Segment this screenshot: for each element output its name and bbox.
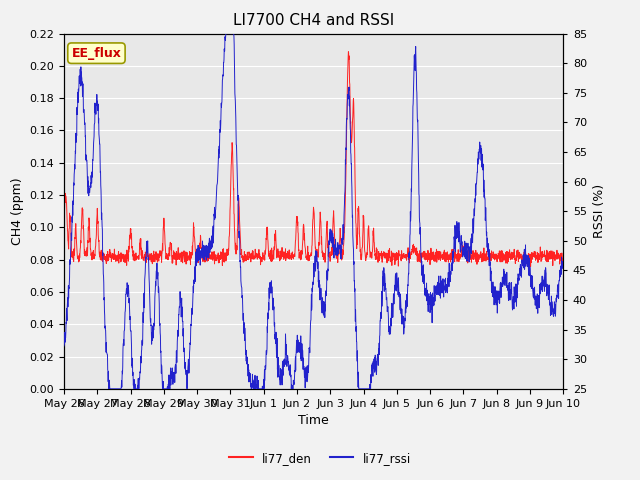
Y-axis label: CH4 (ppm): CH4 (ppm) — [11, 178, 24, 245]
Title: LI7700 CH4 and RSSI: LI7700 CH4 and RSSI — [233, 13, 394, 28]
X-axis label: Time: Time — [298, 414, 329, 427]
Legend: li77_den, li77_rssi: li77_den, li77_rssi — [224, 447, 416, 469]
Y-axis label: RSSI (%): RSSI (%) — [593, 184, 605, 238]
Text: EE_flux: EE_flux — [72, 47, 122, 60]
